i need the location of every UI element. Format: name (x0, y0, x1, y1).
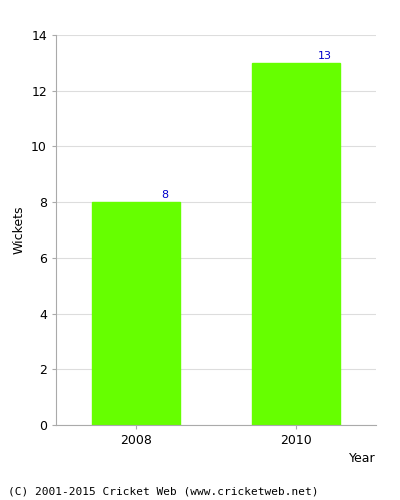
Text: (C) 2001-2015 Cricket Web (www.cricketweb.net): (C) 2001-2015 Cricket Web (www.cricketwe… (8, 487, 318, 497)
Text: 8: 8 (161, 190, 168, 200)
Text: 13: 13 (318, 50, 332, 60)
Bar (252, 63, 340, 425)
Text: Year: Year (349, 452, 376, 466)
Y-axis label: Wickets: Wickets (12, 206, 26, 254)
Bar (92, 202, 180, 425)
